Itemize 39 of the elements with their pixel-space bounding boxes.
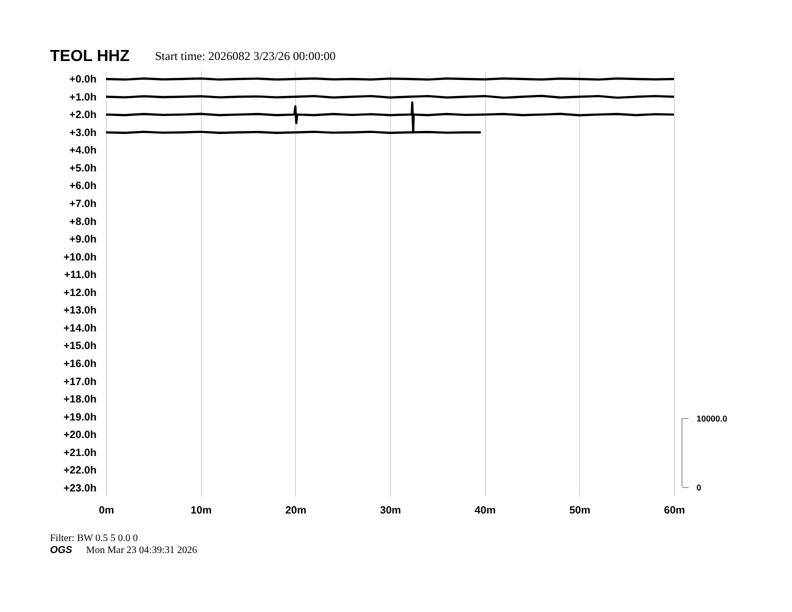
y-tick-label: +20.0h xyxy=(64,429,96,442)
line-series xyxy=(106,101,674,133)
y-tick-label: +4.0h xyxy=(69,144,96,157)
x-tick-label: 30m xyxy=(380,504,402,516)
x-tick-label: 40m xyxy=(474,504,496,516)
y-tick-label: +12.0h xyxy=(64,286,96,299)
y-tick-label: +18.0h xyxy=(64,394,96,406)
x-tick-label: 20m xyxy=(285,504,306,516)
y-tick-label: +19.0h xyxy=(64,411,96,424)
y-tick-label: +14.0h xyxy=(64,322,96,334)
y-tick-label: +5.0h xyxy=(69,162,96,174)
y-tick-label: +13.0h xyxy=(64,304,96,317)
y-tick-label: +10.0h xyxy=(64,251,96,264)
y2-tick-label: 10000.0 xyxy=(696,414,728,424)
y-tick-label: +22.0h xyxy=(64,464,96,477)
x-tick-label: 60m xyxy=(664,504,686,516)
y-tick-label: +23.0h xyxy=(64,482,96,494)
y-tick-label: +3.0h xyxy=(69,126,96,139)
y-tick-label: +17.0h xyxy=(64,376,96,388)
y-tick-label: +2.0h xyxy=(69,109,96,122)
text: Filter: BW 0.5 5 0.0 0 xyxy=(50,533,138,544)
y-tick-label: +0.0h xyxy=(69,74,96,86)
x-tick-label: 10m xyxy=(190,504,212,516)
y-tick-label: +8.0h xyxy=(69,216,96,228)
chart-title: TEOL HHZ xyxy=(50,48,130,65)
y-tick-label: +9.0h xyxy=(69,234,96,246)
y-tick-label: +21.0h xyxy=(64,446,96,459)
text: Mon Mar 23 04:39:31 2026 xyxy=(86,545,198,556)
y-tick-label: +7.0h xyxy=(69,198,96,210)
y-tick-label: +11.0h xyxy=(64,269,96,282)
y2-tick-label: 0 xyxy=(696,482,702,493)
y-tick-label: +1.0h xyxy=(69,91,96,104)
y-tick-label: +6.0h xyxy=(69,180,96,192)
text: OGS xyxy=(50,545,73,556)
chart-subtitle: Start time: 2026082 3/23/26 00:00:00 xyxy=(155,49,336,63)
x-tick-label: 50m xyxy=(569,504,590,516)
x-tick-label: 0m xyxy=(98,504,114,516)
y-tick-label: +15.0h xyxy=(64,340,96,352)
y-tick-label: +16.0h xyxy=(64,358,96,370)
